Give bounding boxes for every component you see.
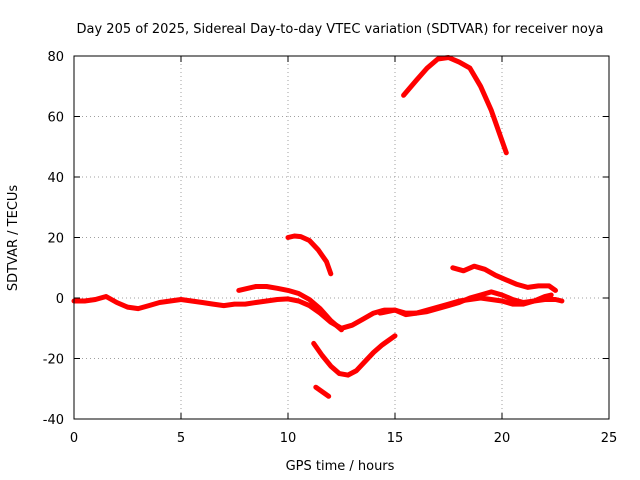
x-tick-label: 25: [601, 431, 618, 446]
y-axis-label: SDTVAR / TECUs: [6, 185, 21, 292]
y-tick-label: 40: [47, 171, 64, 186]
series-line-arc-5: [313, 384, 332, 399]
y-tick-label: 80: [47, 50, 64, 65]
y-tick-label: -20: [43, 353, 64, 368]
series-line-arc-4: [311, 333, 398, 378]
x-axis-label: GPS time / hours: [286, 459, 395, 474]
series-line-arc-1: [71, 294, 565, 331]
series-line-arc-3: [285, 233, 334, 277]
series-line-arc-6: [401, 55, 509, 156]
series-line-arc-2: [236, 284, 344, 333]
series-layer: [71, 55, 565, 399]
x-tick-label: 15: [387, 431, 404, 446]
x-tick-label: 20: [494, 431, 511, 446]
x-tick-label: 0: [70, 431, 78, 446]
series-line-arc-7: [450, 263, 558, 293]
y-tick-label: 60: [47, 111, 64, 126]
chart-title: Day 205 of 2025, Sidereal Day-to-day VTE…: [77, 22, 604, 37]
grid: [74, 56, 609, 419]
series-line-arc-8: [377, 289, 554, 318]
y-tick-label: 0: [56, 292, 64, 307]
x-tick-label: 5: [177, 431, 185, 446]
x-tick-label: 10: [280, 431, 297, 446]
axis-ticks: 0 5 10 15 20 25 -40 -20 0 20 40 60 80: [43, 50, 618, 446]
y-tick-label: -40: [43, 413, 64, 428]
y-tick-label: 20: [47, 232, 64, 247]
